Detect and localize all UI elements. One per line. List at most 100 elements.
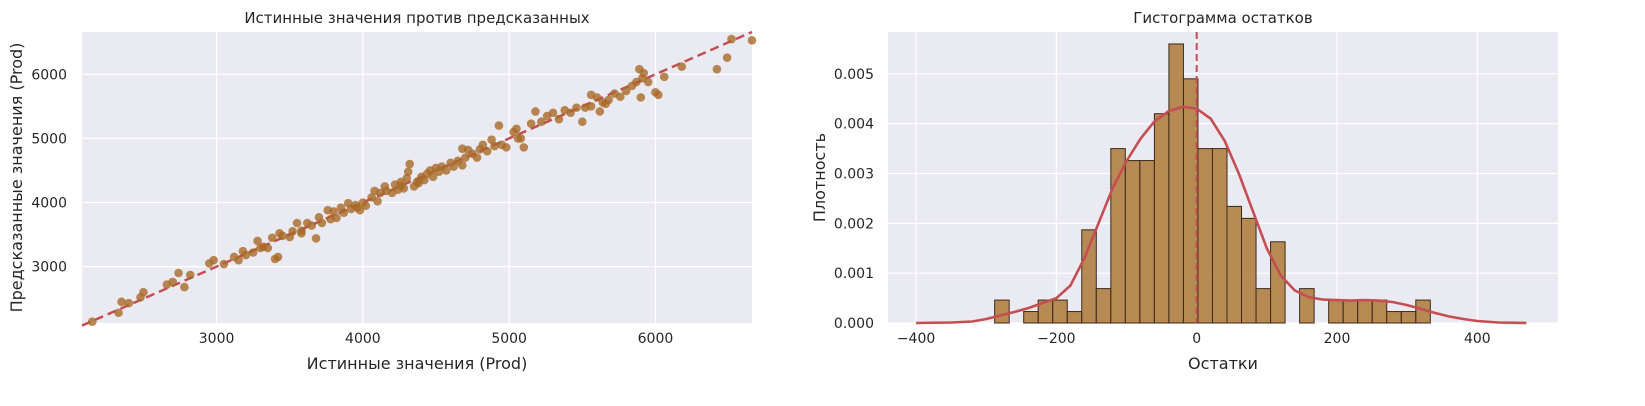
scatter-point	[572, 103, 581, 112]
y-tick-label: 0.004	[834, 117, 874, 133]
y-tick-label: 4000	[31, 195, 67, 211]
histogram-bar	[1197, 148, 1213, 324]
scatter-point	[114, 308, 123, 318]
histogram-x-ticks: −400 −200 0 200 400	[897, 331, 1491, 347]
scatter-point	[311, 234, 321, 243]
scatter-y-axis-label: Предсказанные значения (Prod)	[7, 43, 26, 313]
scatter-point	[428, 172, 438, 182]
scatter-x-ticks: 3000 4000 5000 6000	[199, 331, 674, 347]
scatter-point	[403, 167, 413, 177]
histogram-bar	[1211, 148, 1228, 324]
scatter-points	[87, 34, 757, 327]
scatter-point	[595, 107, 605, 116]
scatter-point	[592, 93, 602, 102]
histogram-y-axis-label: Плотность	[810, 133, 829, 222]
scatter-point	[352, 203, 362, 212]
scatter-point	[482, 146, 492, 156]
x-tick-label: −200	[1037, 331, 1075, 347]
scatter-point	[458, 161, 467, 170]
scatter-point	[339, 208, 349, 218]
histogram-bar	[1255, 288, 1272, 324]
scatter-point	[174, 268, 183, 278]
scatter-point	[472, 153, 482, 162]
x-tick-label: 6000	[638, 331, 674, 347]
scatter-point	[487, 135, 496, 144]
y-tick-label: 0.001	[834, 266, 874, 282]
scatter-panel: 3000 4000 5000 6000 3000 4000 5000 6000 Истинн…	[7, 9, 757, 373]
scatter-y-ticks: 3000 4000 5000 6000	[31, 67, 67, 275]
histogram-bar	[1153, 113, 1170, 324]
scatter-point	[659, 72, 669, 82]
scatter-point	[273, 252, 283, 262]
scatter-point	[307, 221, 316, 230]
x-tick-label: 400	[1464, 331, 1491, 347]
histogram-bar	[1023, 311, 1039, 324]
scatter-point	[124, 298, 134, 308]
scatter-title: Истинные значения против предсказанных	[244, 9, 589, 27]
scatter-point	[490, 141, 499, 151]
scatter-point	[526, 119, 536, 128]
histogram-bar	[1400, 311, 1417, 324]
scatter-point	[241, 250, 251, 260]
scatter-point	[636, 93, 646, 102]
histogram-bar	[1386, 311, 1402, 324]
scatter-point	[654, 90, 663, 100]
scatter-point	[263, 243, 273, 253]
scatter-point	[601, 99, 611, 109]
scatter-point	[248, 248, 258, 257]
histogram-bar	[1226, 205, 1243, 324]
scatter-point	[361, 201, 371, 211]
scatter-point	[722, 53, 732, 62]
scatter-point	[256, 243, 265, 253]
scatter-point	[253, 236, 262, 246]
scatter-point	[278, 231, 287, 241]
scatter-point	[639, 68, 649, 78]
x-tick-label: 3000	[199, 331, 235, 347]
y-tick-label: 0.000	[834, 316, 874, 332]
histogram-y-ticks: 0.000 0.001 0.002 0.003 0.004 0.005	[834, 67, 874, 332]
scatter-point	[292, 218, 302, 228]
scatter-point	[317, 218, 327, 228]
scatter-point	[297, 226, 306, 236]
histogram-bar	[994, 299, 1010, 324]
scatter-point	[332, 213, 341, 223]
histogram-bar	[1124, 160, 1141, 324]
histogram-bar	[1066, 311, 1083, 324]
scatter-point	[727, 34, 736, 44]
scatter-x-axis-label: Истинные значения (Prod)	[307, 354, 528, 373]
scatter-point	[329, 207, 338, 216]
scatter-point	[441, 166, 451, 175]
x-tick-label: 0	[1192, 331, 1201, 347]
scatter-point	[478, 140, 488, 150]
kde-curve	[916, 105, 1527, 325]
scatter-point	[531, 107, 540, 116]
scatter-point	[712, 64, 722, 74]
scatter-point	[513, 134, 523, 143]
y-tick-label: 6000	[31, 67, 67, 83]
histogram-bars	[994, 43, 1431, 324]
scatter-point	[621, 86, 631, 96]
y-tick-label: 0.005	[834, 67, 874, 83]
scatter-point	[586, 102, 596, 111]
histogram-bar	[1052, 299, 1068, 324]
scatter-point	[373, 196, 382, 206]
scatter-point	[219, 259, 229, 269]
y-tick-label: 0.002	[834, 216, 874, 232]
histogram-panel: −400 −200 0 200 400 0.0000.0010.0020.0030.00…	[810, 9, 1558, 373]
scatter-point	[578, 117, 587, 127]
y-tick-label: 5000	[31, 131, 67, 147]
scatter-point	[396, 181, 406, 191]
scatter-point	[677, 62, 687, 71]
x-tick-label: 5000	[491, 331, 527, 347]
y-tick-label: 0.003	[834, 167, 874, 183]
scatter-point	[180, 282, 189, 292]
scatter-point	[643, 77, 653, 87]
scatter-point	[519, 143, 529, 152]
y-tick-label: 3000	[31, 260, 67, 276]
scatter-point	[616, 92, 625, 102]
histogram-bar	[1139, 160, 1155, 324]
histogram-bar	[1357, 299, 1373, 324]
scatter-point	[234, 255, 243, 265]
